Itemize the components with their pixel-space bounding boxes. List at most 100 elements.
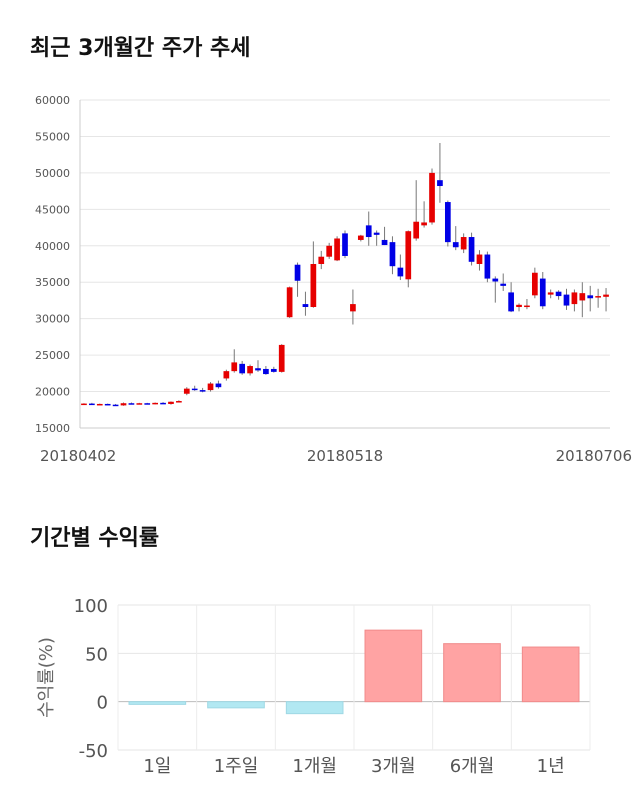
candle-body (223, 371, 230, 379)
candle-body (112, 404, 119, 407)
x-tick-label: 1일 (143, 756, 171, 777)
candle-body (555, 291, 562, 297)
candle-body (365, 225, 372, 238)
candle-body (199, 390, 206, 392)
return-bar (128, 701, 187, 705)
candle-body (294, 264, 301, 281)
candle-body (397, 267, 404, 277)
return-bar (364, 629, 423, 703)
candle-body (595, 296, 601, 298)
candle-body (429, 172, 435, 223)
x-tick-label: 1년 (537, 756, 565, 777)
y-tick-label: 30000 (35, 313, 70, 326)
candle-body (104, 403, 111, 406)
candle-body (492, 278, 499, 282)
x-tick-label: 20180706 (556, 447, 632, 465)
candle-body (508, 292, 514, 312)
candle-body (318, 256, 325, 264)
candle-body (500, 283, 507, 286)
x-tick-label: 20180518 (307, 447, 383, 465)
candle-body (571, 292, 578, 305)
candle-body (263, 368, 269, 375)
candle-body (96, 403, 103, 406)
y-tick-label: 50 (85, 644, 108, 665)
returns-bar-chart: 100 50 0 -50 수익률(%) 1일 1주일 1개월 3개월 6개월 1년 (36, 596, 591, 777)
candle-body (516, 304, 522, 308)
candle-body (389, 242, 396, 267)
y-tick-label: 45000 (35, 203, 70, 216)
candle-body (532, 272, 538, 296)
y-tick-label: 15000 (35, 422, 70, 435)
candle-body (286, 287, 293, 318)
return-bar (207, 701, 265, 709)
return-bar (285, 701, 344, 715)
candle-body (207, 383, 214, 391)
y-tick-label: 40000 (35, 240, 70, 253)
candle-body (160, 402, 166, 405)
y-tick-label: 50000 (35, 167, 70, 180)
candle-body (231, 362, 238, 372)
return-bar (443, 643, 501, 703)
candle-body (302, 304, 309, 308)
candle-body (89, 403, 95, 406)
candle-body (310, 264, 317, 308)
candle-body (239, 363, 246, 374)
y-tick-label: 35000 (35, 276, 70, 289)
candle-body (128, 403, 135, 405)
candle-body (81, 403, 87, 406)
candle-body (334, 238, 340, 261)
candle-body (144, 403, 151, 405)
candle-body (168, 401, 174, 404)
y-tick-label: 100 (74, 596, 108, 617)
candle-body (468, 237, 475, 262)
candle-body (357, 235, 364, 240)
candle-body (547, 292, 554, 295)
candle-body (278, 344, 285, 372)
candle-body (270, 368, 277, 372)
candle-body (373, 232, 380, 235)
candle-body (152, 402, 158, 405)
x-tick-label: 3개월 (371, 756, 416, 777)
candle-body (255, 368, 261, 371)
candle-body (326, 245, 333, 257)
candle-body (405, 231, 412, 280)
y-tick-label: 0 (97, 693, 108, 714)
candle-body (120, 403, 127, 406)
y-tick-label: 20000 (35, 386, 70, 399)
price-candlestick-chart: 60000 55000 50000 45000 40000 35000 30000 25000… (35, 94, 632, 465)
x-tick-label: 6개월 (450, 756, 495, 777)
candle-body (460, 237, 467, 250)
candle-body (176, 401, 182, 403)
candle-body (579, 293, 586, 301)
candle-body (350, 304, 356, 312)
candle-body (563, 294, 570, 306)
candle-body (342, 233, 348, 256)
candle-body (381, 239, 388, 246)
candle-body (539, 278, 546, 307)
x-tick-label: 1주일 (214, 756, 259, 777)
y-tick-label: 60000 (35, 94, 70, 107)
price-trend-title: 최근 3개월간 주가 추세 (30, 36, 251, 61)
x-tick-label: 1개월 (292, 756, 337, 777)
candle-body (437, 180, 443, 187)
x-tick-label: 20180402 (40, 447, 116, 465)
candle-body (247, 366, 253, 374)
candle-body (476, 254, 483, 264)
y-tick-label: -50 (79, 741, 108, 762)
candle-body (215, 383, 222, 388)
candle-body (484, 254, 491, 279)
returns-title: 기간별 수익률 (30, 526, 160, 551)
y-axis-label: 수익률(%) (36, 637, 57, 718)
candle-body (191, 388, 198, 391)
candle-body (587, 295, 594, 299)
candle-body (183, 388, 190, 394)
candle-body (444, 202, 451, 243)
candle-body (524, 305, 530, 308)
candle-body (421, 222, 427, 226)
candle-body (136, 403, 143, 405)
y-tick-label: 55000 (35, 130, 70, 143)
y-tick-label: 25000 (35, 349, 70, 362)
candle-body (452, 242, 459, 248)
candle-body (603, 294, 609, 297)
return-bar (521, 646, 580, 703)
